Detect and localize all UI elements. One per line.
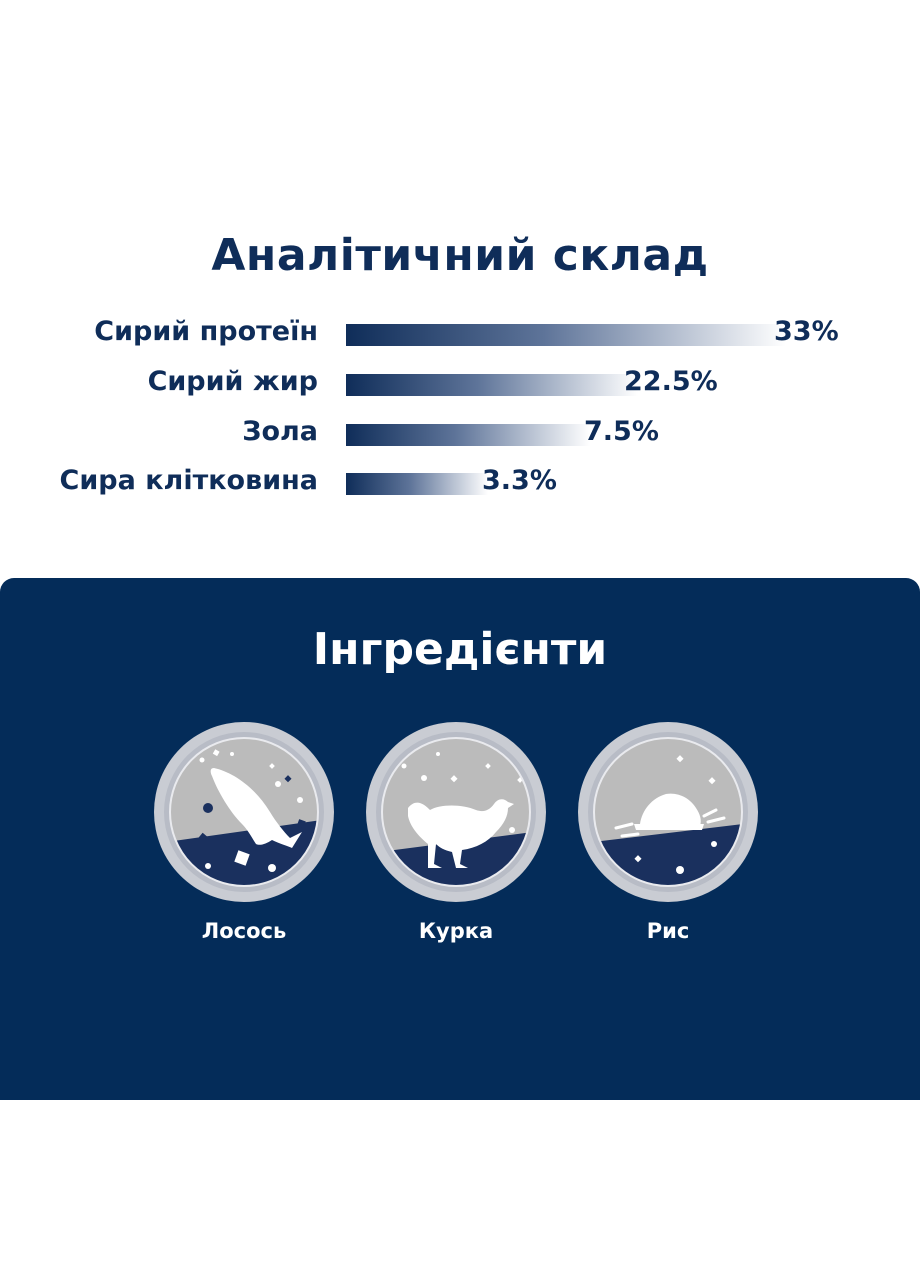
nutrient-value: 3.3% <box>482 465 557 496</box>
nutrient-bar <box>346 473 488 495</box>
analysis-title: Аналітичний склад <box>211 230 709 281</box>
chicken-icon <box>366 722 546 902</box>
ingredient-label: Рис <box>646 919 690 943</box>
nutrient-value: 22.5% <box>624 366 718 397</box>
nutrient-label: Зола <box>242 416 318 447</box>
nutrient-row-fiber: Сира клітковина 3.3% <box>0 461 920 501</box>
nutrient-row-fat: Сирий жир 22.5% <box>0 362 920 402</box>
ingredient-rice: Рис <box>576 720 760 950</box>
ingredients-title: Інгредієнти <box>312 624 608 675</box>
ingredient-chicken: Курка <box>364 720 548 950</box>
nutrient-value: 7.5% <box>584 416 659 447</box>
nutrient-label: Сирий протеїн <box>94 316 318 347</box>
nutrient-label: Сирий жир <box>147 366 318 397</box>
ingredient-salmon: Лосось <box>152 720 336 950</box>
ingredients-section: Інгредієнти <box>0 578 920 1100</box>
nutrient-bar <box>346 324 786 346</box>
ingredient-label: Лосось <box>201 919 287 943</box>
nutrient-value: 33% <box>774 316 839 347</box>
nutrient-row-ash: Зола 7.5% <box>0 412 920 452</box>
nutrient-bar <box>346 424 590 446</box>
nutrient-label: Сира клітковина <box>59 465 318 496</box>
salmon-icon <box>154 722 334 902</box>
rice-icon <box>578 722 758 902</box>
nutrient-bar <box>346 374 638 396</box>
ingredient-label: Курка <box>418 919 494 943</box>
nutrient-row-protein: Сирий протеїн 33% <box>0 312 920 352</box>
